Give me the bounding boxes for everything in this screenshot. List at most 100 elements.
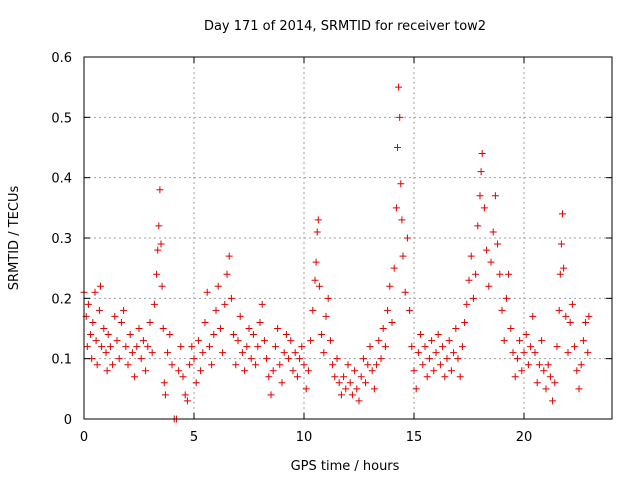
x-tick-label: 5 <box>190 430 198 445</box>
data-point <box>320 349 328 357</box>
chart-title: Day 171 of 2014, SRMTID for receiver tow… <box>204 19 486 34</box>
data-point <box>335 379 343 387</box>
data-point <box>103 367 111 375</box>
data-point <box>98 343 106 351</box>
ticks-layer: 0 5 10 15 20 0 0.1 0.2 0.3 0.4 0.5 0.6 <box>51 51 612 445</box>
data-point <box>304 367 312 375</box>
data-point <box>156 186 164 194</box>
data-point <box>408 343 416 351</box>
data-point <box>559 210 566 218</box>
data-point <box>571 343 579 351</box>
data-point <box>375 337 383 345</box>
data-point <box>102 349 110 357</box>
data-point <box>314 216 322 224</box>
data-point <box>150 300 158 308</box>
data-point <box>397 180 405 188</box>
data-point <box>285 355 293 363</box>
data-point <box>359 355 367 363</box>
data-point <box>494 240 502 248</box>
data-point <box>92 337 100 345</box>
data-point <box>315 282 323 290</box>
data-point <box>186 361 194 369</box>
data-point <box>322 312 330 320</box>
data-point <box>148 349 156 357</box>
data-point <box>128 349 136 357</box>
data-point <box>562 312 570 320</box>
data-point <box>498 306 506 314</box>
data-point <box>269 367 277 375</box>
data-point <box>225 252 233 260</box>
data-point <box>351 367 359 375</box>
data-point <box>480 204 488 212</box>
data-point <box>113 337 121 345</box>
data-point <box>542 385 550 393</box>
data-point <box>544 361 552 369</box>
data-point <box>274 325 282 332</box>
data-point <box>144 343 152 351</box>
data-point <box>346 379 354 387</box>
data-point <box>236 312 244 320</box>
data-point <box>425 355 433 363</box>
data-point <box>394 144 401 151</box>
data-point <box>271 343 279 351</box>
data-point <box>139 337 147 345</box>
data-point <box>406 306 414 314</box>
y-tick-label: 0.1 <box>51 353 72 368</box>
data-point <box>84 300 92 308</box>
data-point <box>91 288 99 296</box>
data-point <box>219 349 227 357</box>
data-point <box>584 349 592 357</box>
data-point <box>585 312 593 320</box>
data-point <box>157 240 165 248</box>
y-axis-title: SRMTID / TECUs <box>7 186 22 291</box>
data-point <box>210 331 218 339</box>
data-point <box>142 367 150 375</box>
data-point <box>524 361 532 369</box>
data-point <box>443 355 451 363</box>
data-point <box>555 306 563 314</box>
data-point <box>158 282 166 290</box>
data-point <box>421 343 429 351</box>
data-point <box>159 325 167 332</box>
data-point <box>513 355 521 363</box>
data-point <box>199 349 207 357</box>
data-point <box>395 83 403 91</box>
data-point <box>243 343 251 351</box>
data-point <box>298 343 306 351</box>
data-point <box>221 300 229 308</box>
data-point <box>531 349 539 357</box>
data-point <box>472 270 480 278</box>
data-point <box>95 306 103 314</box>
data-point <box>318 331 326 339</box>
data-point <box>181 391 189 399</box>
data-point <box>403 234 411 242</box>
data-point <box>465 276 473 284</box>
data-point <box>535 361 543 369</box>
data-point <box>212 306 220 314</box>
data-point <box>384 306 392 314</box>
x-tick-label: 20 <box>516 430 533 445</box>
data-point <box>399 252 407 260</box>
data-point <box>489 228 497 236</box>
data-point <box>313 228 321 236</box>
data-point <box>377 355 385 363</box>
data-point <box>312 258 320 266</box>
data-point <box>177 343 185 351</box>
data-point <box>249 331 257 339</box>
data-point <box>419 361 427 369</box>
data-point <box>278 379 286 387</box>
data-point <box>450 349 458 357</box>
data-point <box>379 325 387 332</box>
data-point <box>428 337 436 345</box>
data-point <box>538 337 546 345</box>
data-point <box>507 325 515 332</box>
data-point <box>487 258 495 266</box>
data-point <box>546 373 554 381</box>
data-point <box>260 337 268 345</box>
data-point <box>368 367 376 375</box>
y-tick-label: 0.4 <box>51 172 72 187</box>
data-point <box>454 355 462 363</box>
data-point <box>194 337 202 345</box>
data-point <box>551 379 559 387</box>
